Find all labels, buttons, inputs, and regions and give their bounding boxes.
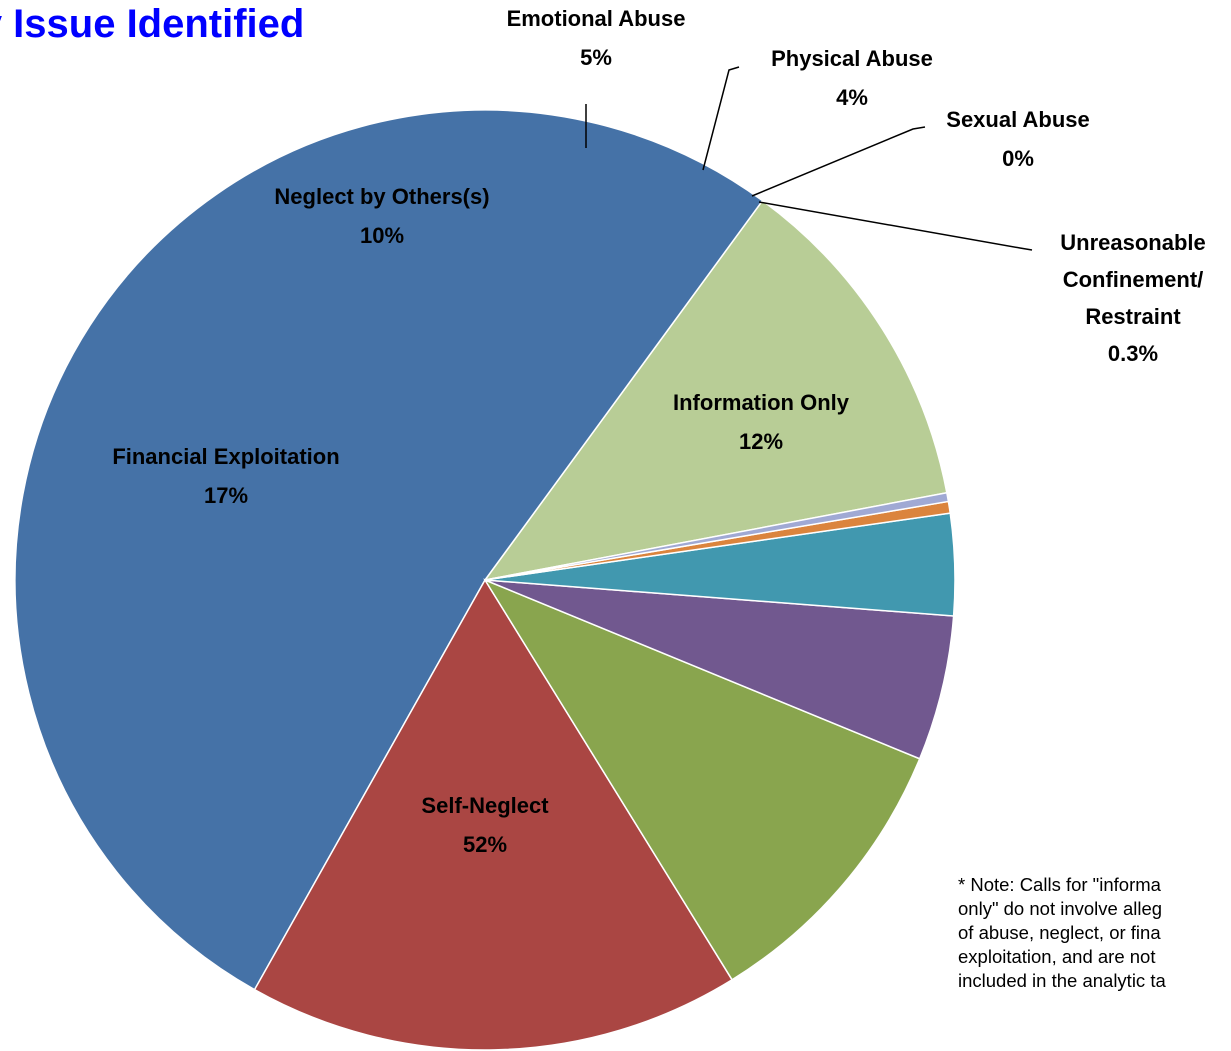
leader-line-6 [751,126,926,197]
data-label: Physical Abuse 4% [771,46,933,110]
footnote: * Note: Calls for "informa only" do not … [958,874,1166,991]
chart-title: ary Issue Identified [0,2,305,46]
data-label: Neglect by Others(s) 10% [274,184,489,248]
data-label: Self-Neglect 52% [421,793,549,857]
pie-slice-financial-exploitation [253,578,734,1051]
data-label: Sexual Abuse 0% [946,107,1089,171]
pie-slice-information-only [483,199,948,582]
data-label: Financial Exploitation 17% [112,444,339,508]
data-label: Emotional Abuse 5% [507,6,686,70]
pie-slice-self-neglect [14,109,764,991]
pie-slice-unreasonable-confinement-restraint [484,491,950,581]
pie-slice-neglect-by-others-s [483,578,921,981]
data-label: Unreasonable Confinement/Restraint 0.3% [1060,230,1206,366]
leader-line-7 [758,201,1033,251]
leader-line-5 [702,66,740,171]
pie-slice-emotional-abuse [484,579,955,760]
data-label: Information Only 12% [673,390,850,454]
